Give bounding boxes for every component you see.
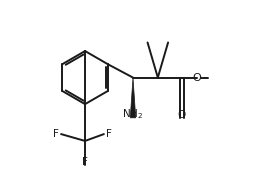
Text: O: O	[178, 109, 186, 120]
Text: F: F	[106, 129, 112, 139]
Polygon shape	[130, 78, 136, 118]
Text: F: F	[54, 129, 59, 139]
Text: NH$_2$: NH$_2$	[122, 107, 144, 121]
Text: F: F	[82, 157, 88, 167]
Text: O: O	[193, 73, 202, 83]
